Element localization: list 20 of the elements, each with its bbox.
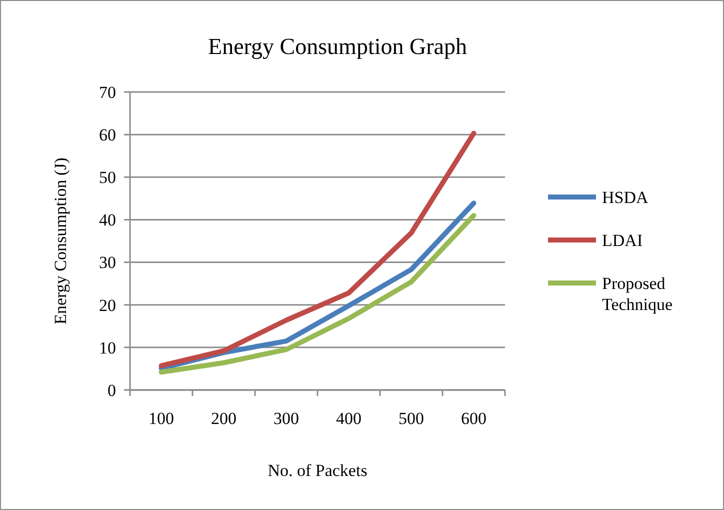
y-tick-label: 60 bbox=[99, 126, 116, 145]
y-tick-label: 10 bbox=[99, 338, 116, 358]
y-tick-label: 20 bbox=[99, 296, 116, 315]
legend-label: LDAI bbox=[602, 230, 643, 250]
y-tick-label: 50 bbox=[99, 168, 116, 188]
x-tick-label: 200 bbox=[211, 409, 236, 428]
legend-label: HSDA bbox=[602, 188, 650, 207]
x-tick-label: 500 bbox=[398, 409, 424, 428]
legend-label: Proposed Technique bbox=[602, 274, 673, 314]
y-tick-label: 30 bbox=[99, 253, 116, 272]
x-tick-label: 400 bbox=[336, 409, 362, 428]
y-tick-label: 70 bbox=[99, 82, 116, 102]
chart-title: Energy Consumption Graph bbox=[208, 34, 468, 59]
x-tick-label: 600 bbox=[461, 409, 486, 428]
y-tick-label: 40 bbox=[99, 210, 116, 230]
x-axis-title: No. of Packets bbox=[268, 461, 368, 480]
x-tick-label: 300 bbox=[274, 409, 299, 428]
y-tick-label: 0 bbox=[108, 380, 116, 400]
x-tick-label: 100 bbox=[148, 409, 174, 428]
y-axis-title: Energy Consumption (J) bbox=[51, 158, 70, 324]
